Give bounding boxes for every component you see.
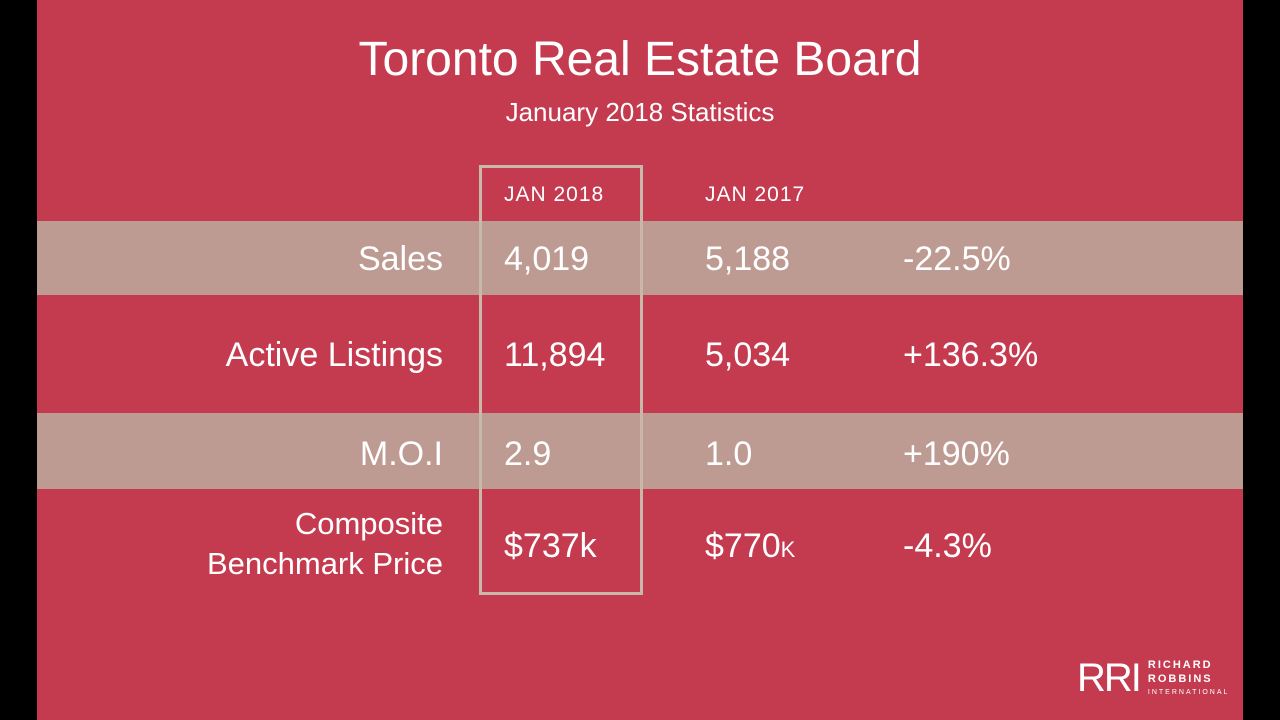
page-title: Toronto Real Estate Board [358, 33, 922, 86]
logo-line: ROBBINS [1147, 672, 1213, 685]
row-label: M.O.I [359, 435, 443, 473]
row-label-line: Composite [294, 506, 443, 541]
value-jan-2017: 1.0 [705, 435, 753, 473]
value-jan-2018: 11,894 [504, 336, 606, 374]
slide: Toronto Real Estate Board January 2018 S… [37, 0, 1243, 720]
column-header-jan-2018: JAN 2018 [504, 183, 605, 206]
row-label: Active Listings [225, 336, 443, 374]
value-change: +136.3% [903, 336, 1039, 374]
row-label-line: Benchmark Price [206, 546, 443, 582]
value-jan-2017: 5,188 [705, 240, 791, 278]
value-jan-2018: 4,019 [504, 240, 590, 278]
logo-text: RICHARD ROBBINS INTERNATIONAL [1148, 658, 1230, 700]
logo-line: RICHARD [1147, 658, 1213, 671]
value-jan-2017: 5,034 [705, 336, 791, 374]
logo-mark: RRI [1077, 656, 1142, 700]
logo-line: INTERNATIONAL [1147, 688, 1230, 696]
page-subtitle: January 2018 Statistics [505, 97, 775, 127]
highlight-column-box [479, 165, 643, 595]
value-jan-2018: $737k [504, 527, 597, 565]
value-change: +190% [903, 435, 1010, 473]
value-change: -4.3% [903, 527, 992, 565]
value-suffix: K [780, 537, 796, 562]
value-change: -22.5% [903, 240, 1011, 278]
value-jan-2018: 2.9 [504, 435, 552, 473]
value-jan-2017: $770K [705, 527, 795, 566]
logo: RRI RICHARD ROBBINS INTERNATIONAL [1077, 656, 1229, 701]
column-header-jan-2017: JAN 2017 [705, 183, 806, 206]
row-label: Composite Benchmark Price [207, 504, 443, 585]
value-number: $770 [705, 527, 781, 565]
row-label: Sales [357, 240, 443, 278]
